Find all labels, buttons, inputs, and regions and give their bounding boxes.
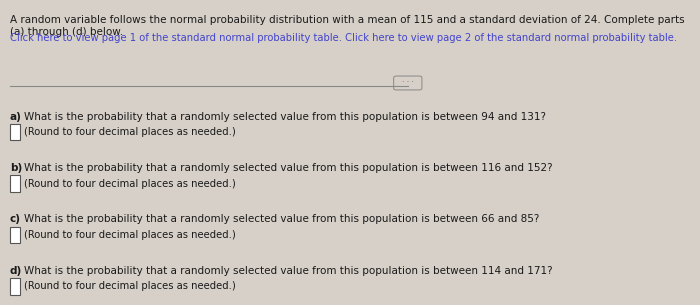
Text: b): b): [10, 163, 22, 173]
Bar: [10, 227, 20, 243]
Text: (Round to four decimal places as needed.): (Round to four decimal places as needed.…: [24, 282, 236, 291]
Bar: [10, 124, 20, 140]
Text: What is the probability that a randomly selected value from this population is b: What is the probability that a randomly …: [24, 214, 539, 224]
Text: (Round to four decimal places as needed.): (Round to four decimal places as needed.…: [24, 127, 236, 137]
FancyBboxPatch shape: [393, 76, 422, 90]
Text: What is the probability that a randomly selected value from this population is b: What is the probability that a randomly …: [24, 112, 546, 122]
Text: What is the probability that a randomly selected value from this population is b: What is the probability that a randomly …: [24, 163, 552, 173]
Text: (Round to four decimal places as needed.): (Round to four decimal places as needed.…: [24, 230, 236, 240]
Text: A random variable follows the normal probability distribution with a mean of 115: A random variable follows the normal pro…: [10, 15, 685, 37]
Text: a): a): [10, 112, 22, 122]
Bar: [10, 175, 20, 192]
Text: c): c): [10, 214, 21, 224]
Bar: [10, 278, 20, 295]
Text: (Round to four decimal places as needed.): (Round to four decimal places as needed.…: [24, 179, 236, 188]
Text: What is the probability that a randomly selected value from this population is b: What is the probability that a randomly …: [24, 266, 552, 276]
Text: d): d): [10, 266, 22, 276]
Text: · · ·: · · ·: [402, 78, 414, 88]
Text: Click here to view page 1 of the standard normal probability table. Click here t: Click here to view page 1 of the standar…: [10, 33, 677, 43]
